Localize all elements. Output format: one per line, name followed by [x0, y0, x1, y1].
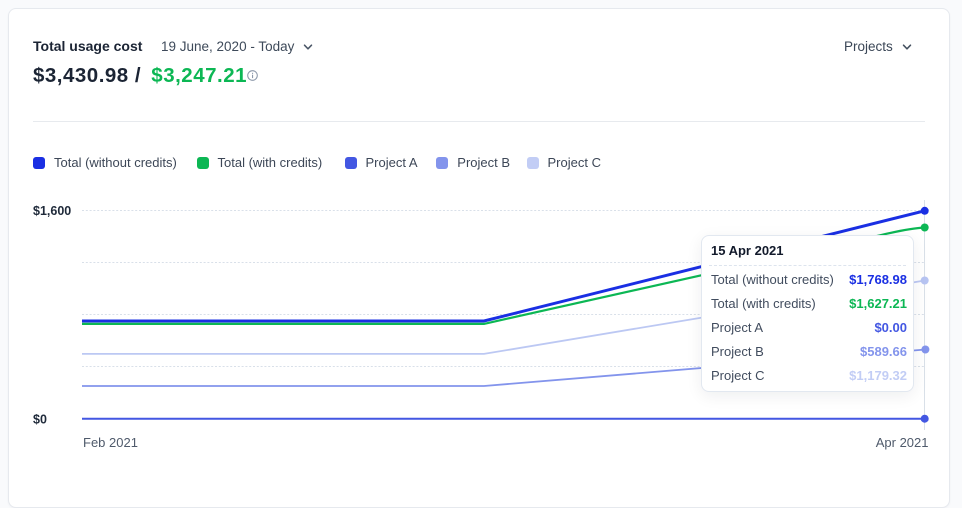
svg-text:$1,600: $1,600 — [33, 204, 71, 218]
svg-text:Apr 2021: Apr 2021 — [876, 435, 929, 450]
svg-text:Feb 2021: Feb 2021 — [83, 435, 138, 450]
svg-text:$0: $0 — [33, 413, 47, 427]
